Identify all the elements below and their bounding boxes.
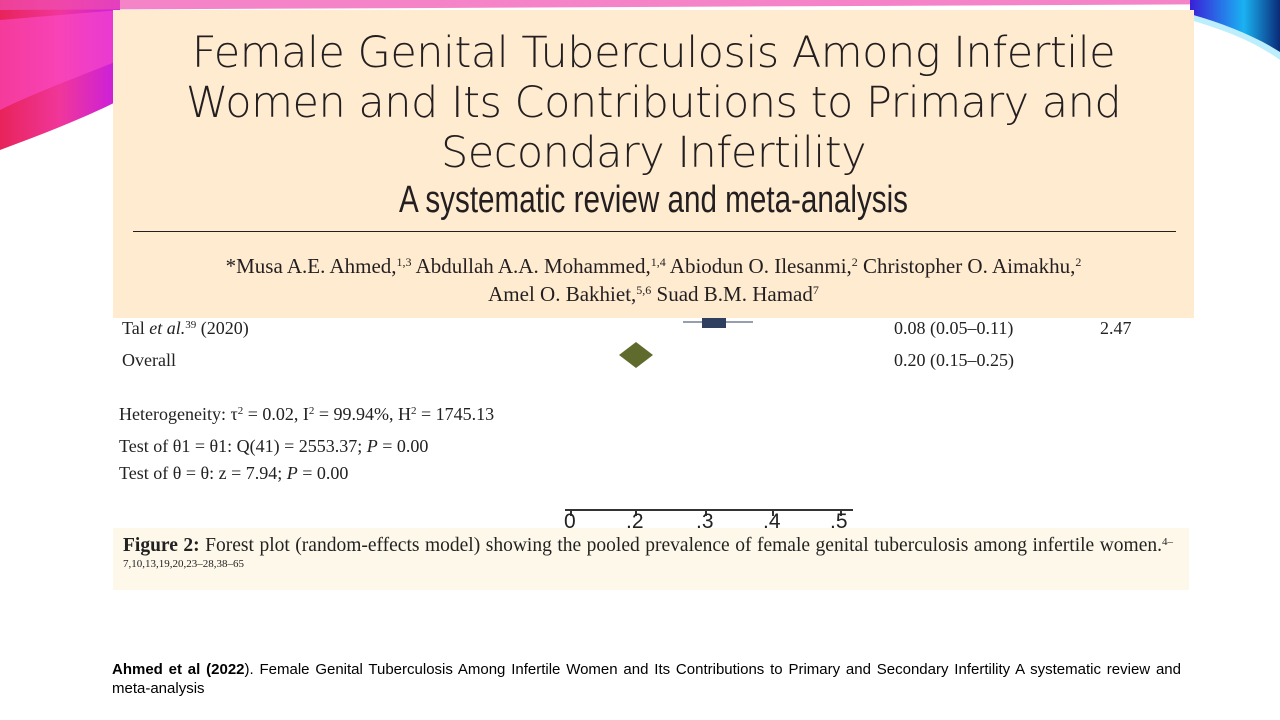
title-line: Secondary Infertility	[440, 128, 867, 178]
forest-plot-graphics	[565, 318, 853, 516]
author: Suad B.M. Hamad7	[656, 282, 819, 306]
author: *Musa A.E. Ahmed,1,3	[225, 254, 412, 278]
study-label-tal: Tal et al.39 (2020)	[122, 318, 249, 338]
caption-background	[113, 528, 1189, 590]
rainbow-swoosh-decoration	[0, 0, 1280, 150]
author-line: Amel O. Bakhiet,5,6 Suad B.M. Hamad7	[113, 280, 1194, 308]
overall-estimate: 0.20 (0.15–0.25)	[894, 350, 1014, 370]
paper-subtitle: A systematic review and meta-analysis	[398, 179, 909, 221]
x-axis-tick-label: .5	[830, 510, 848, 533]
paper-title: Female Genital Tuberculosis Among Infert…	[113, 28, 1194, 178]
source-citation: Ahmed et al (2022). Female Genital Tuber…	[112, 661, 1181, 697]
title-banner: Female Genital Tuberculosis Among Infert…	[113, 10, 1194, 318]
study-weight-tal: 2.47	[1100, 318, 1132, 338]
study-estimate-tal: 0.08 (0.05–0.11)	[894, 318, 1014, 338]
q-test-stat: Test of θ1 = θ1: Q(41) = 2553.37; P = 0.…	[119, 436, 429, 456]
heterogeneity-stat: Heterogeneity: τ2 = 0.02, I2 = 99.94%, H…	[119, 404, 495, 424]
z-test-stat: Test of θ = θ: z = 7.94; P = 0.00	[119, 463, 349, 483]
study-box-marker	[702, 318, 726, 328]
author: Amel O. Bakhiet,5,6	[488, 282, 652, 306]
x-axis-tick-label: .4	[763, 510, 781, 533]
author: Abiodun O. Ilesanmi,2	[669, 254, 858, 278]
forest-plot-figure: Tal et al.39 (2020) 0.08 (0.05–0.11) 2.4…	[113, 318, 1189, 590]
x-axis-tick-label: .2	[626, 510, 644, 533]
x-axis-tick-label: .3	[696, 510, 714, 533]
divider	[133, 231, 1176, 232]
author-list: *Musa A.E. Ahmed,1,3 Abdullah A.A. Moham…	[113, 252, 1194, 308]
author: Abdullah A.A. Mohammed,1,4	[415, 254, 666, 278]
title-line: Female Genital Tuberculosis Among Infert…	[191, 28, 1116, 78]
author: Christopher O. Aimakhu,2	[863, 254, 1082, 278]
overall-diamond	[619, 342, 653, 368]
x-axis-tick-label: 0	[564, 510, 576, 533]
overall-label: Overall	[122, 350, 176, 370]
title-line: Women and Its Contributions to Primary a…	[185, 78, 1122, 128]
author-line: *Musa A.E. Ahmed,1,3 Abdullah A.A. Moham…	[113, 252, 1194, 280]
figure-caption: Figure 2: Forest plot (random-effects mo…	[123, 535, 1173, 570]
